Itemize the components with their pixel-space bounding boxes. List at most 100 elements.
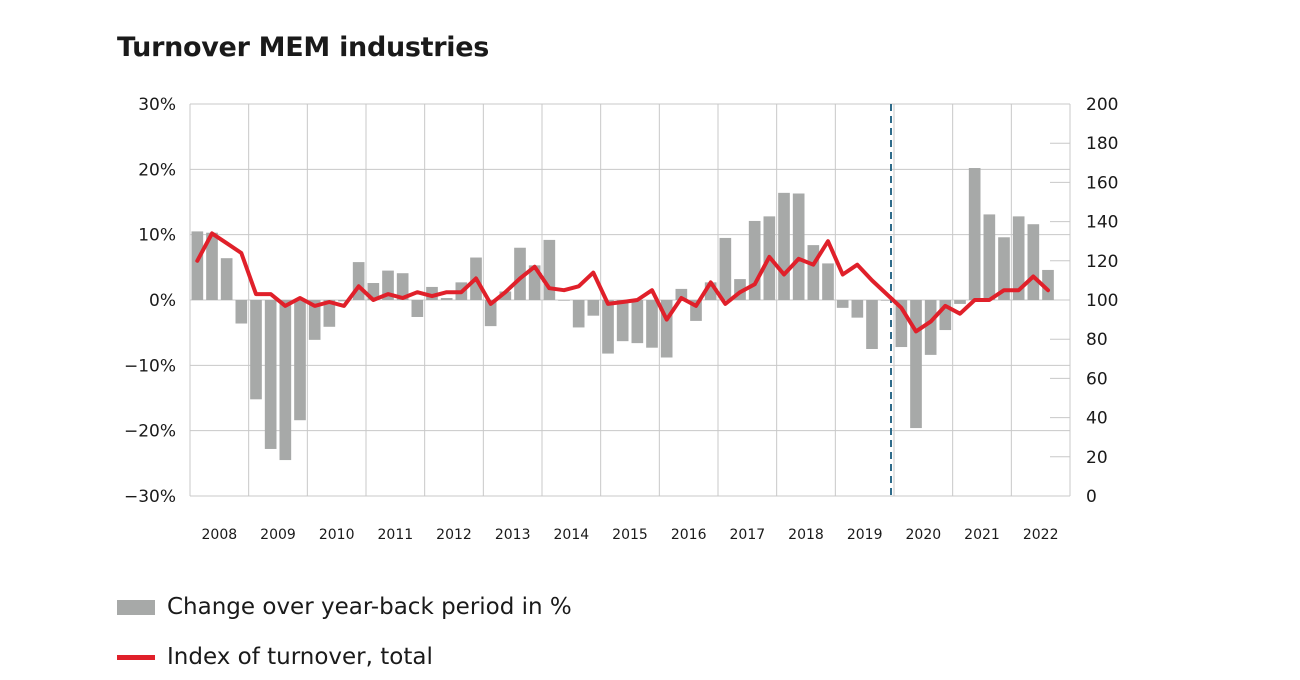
legend-label-line: Index of turnover, total	[167, 644, 433, 670]
bar	[352, 262, 365, 300]
bar	[279, 300, 292, 461]
bar	[411, 300, 424, 317]
bar	[396, 273, 409, 300]
bar	[484, 300, 497, 327]
legend-bar-swatch	[117, 599, 155, 615]
left-tick-label: −20%	[124, 422, 176, 442]
line-series	[195, 231, 1050, 334]
x-tick-label: 2018	[788, 527, 824, 543]
bar	[748, 220, 761, 300]
bar	[660, 300, 673, 358]
bar	[338, 300, 350, 302]
bar	[235, 300, 248, 324]
grid-layer	[189, 103, 1071, 497]
bar	[690, 300, 702, 321]
bar	[220, 258, 233, 300]
bar	[675, 288, 688, 300]
bar	[734, 279, 746, 300]
bar	[382, 270, 394, 300]
chart-title: Turnover MEM industries	[117, 32, 490, 63]
bar	[426, 286, 438, 300]
bar	[631, 300, 644, 344]
bar	[807, 245, 820, 300]
legend-item-bars: Change over year-back period in %	[117, 594, 572, 620]
x-tick-label: 2012	[436, 527, 472, 543]
right-tick-label: 180	[1086, 134, 1118, 154]
right-tick-label: 160	[1086, 173, 1118, 193]
bar	[587, 300, 600, 316]
right-tick-label: 120	[1086, 252, 1118, 272]
bar	[602, 300, 614, 354]
x-tick-label: 2019	[847, 527, 883, 543]
bar	[308, 300, 321, 340]
x-tick-label: 2022	[1023, 527, 1059, 543]
bar	[939, 300, 952, 331]
bar	[616, 300, 629, 342]
x-tick-label: 2011	[378, 527, 414, 543]
axis-labels: 30%20%10%0%−10%−20%−30%20018016014012010…	[124, 95, 1118, 543]
x-tick-label: 2015	[612, 527, 648, 543]
left-tick-label: 10%	[138, 226, 176, 246]
bar	[924, 300, 937, 355]
x-tick-label: 2009	[260, 527, 296, 543]
x-tick-label: 2010	[319, 527, 355, 543]
bar	[323, 300, 336, 327]
bar	[558, 300, 570, 301]
bar	[704, 282, 717, 300]
bar	[778, 192, 790, 300]
bar	[543, 239, 556, 300]
bar	[866, 300, 878, 349]
bar	[250, 300, 262, 400]
right-tick-label: 140	[1086, 213, 1118, 233]
bar	[968, 168, 981, 300]
x-tick-label: 2008	[202, 527, 238, 543]
bar	[191, 231, 204, 300]
bar	[998, 237, 1010, 300]
bar	[1042, 269, 1054, 300]
bar	[836, 300, 849, 308]
bar	[646, 300, 658, 348]
left-tick-label: 30%	[138, 95, 176, 115]
x-tick-label: 2013	[495, 527, 531, 543]
right-tick-label: 200	[1086, 95, 1118, 115]
x-tick-label: 2016	[671, 527, 707, 543]
bar	[880, 300, 893, 301]
bar	[206, 232, 218, 300]
right-tick-label: 0	[1086, 487, 1097, 507]
bar	[719, 237, 732, 300]
x-tick-label: 2017	[730, 527, 766, 543]
bar	[983, 214, 996, 300]
bar	[528, 265, 541, 300]
legend-label-bars: Change over year-back period in %	[167, 594, 572, 620]
left-tick-label: −30%	[124, 487, 176, 507]
index-line	[195, 231, 1050, 334]
x-tick-label: 2021	[964, 527, 1000, 543]
bar-series	[191, 168, 1054, 461]
bar	[499, 291, 512, 300]
right-tick-label: 60	[1086, 369, 1108, 389]
bar	[895, 300, 908, 348]
legend-item-line: Index of turnover, total	[117, 644, 433, 670]
bar	[294, 300, 306, 421]
right-tick-label: 40	[1086, 409, 1108, 429]
x-tick-label: 2020	[906, 527, 942, 543]
legend-line-swatch	[117, 654, 155, 660]
bar	[1012, 216, 1025, 300]
bar	[440, 298, 453, 300]
left-tick-label: 0%	[149, 291, 176, 311]
bar	[514, 247, 526, 300]
left-tick-label: −10%	[124, 356, 176, 376]
bar	[572, 300, 585, 328]
bar	[264, 300, 277, 449]
right-tick-label: 100	[1086, 291, 1118, 311]
x-tick-label: 2014	[554, 527, 590, 543]
right-tick-label: 20	[1086, 448, 1108, 468]
bar	[367, 283, 380, 300]
bar	[851, 300, 864, 318]
bar	[910, 300, 922, 429]
right-tick-label: 80	[1086, 330, 1108, 350]
bar	[822, 263, 834, 300]
bar	[792, 193, 805, 300]
left-tick-label: 20%	[138, 160, 176, 180]
